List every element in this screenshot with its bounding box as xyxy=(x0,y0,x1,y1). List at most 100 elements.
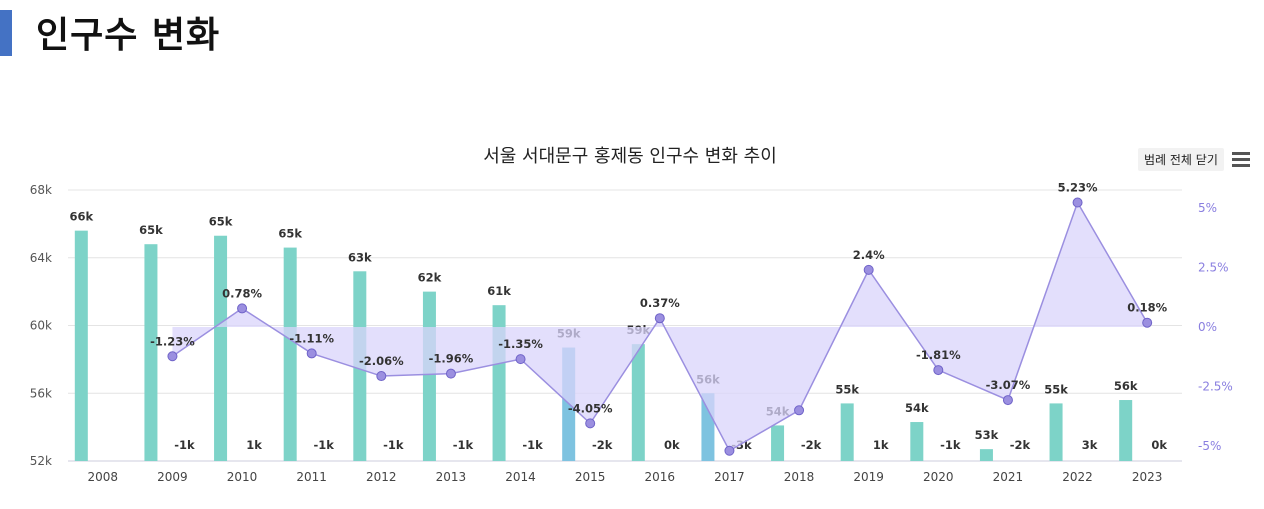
change-rate-label: -1.23% xyxy=(150,334,195,348)
population-bar xyxy=(771,425,785,461)
change-count-label: 0k xyxy=(664,438,680,452)
population-bar-label: 55k xyxy=(1044,382,1068,396)
change-count-label: 1k xyxy=(873,438,889,452)
x-tick-label: 2013 xyxy=(436,470,467,484)
change-rate-point xyxy=(585,418,596,429)
change-count-label: -1k xyxy=(522,438,543,452)
x-tick-label: 2018 xyxy=(784,470,815,484)
x-tick-label: 2014 xyxy=(505,470,536,484)
y-right-tick-label: -5% xyxy=(1198,439,1221,453)
x-tick-label: 2009 xyxy=(157,470,188,484)
x-tick-label: 2012 xyxy=(366,470,397,484)
page-title: 인구수 변화 xyxy=(36,15,221,56)
population-bar xyxy=(1119,400,1133,461)
change-rate-label: -1.81% xyxy=(916,348,961,362)
x-tick-label: 2019 xyxy=(853,470,884,484)
population-bar xyxy=(1049,403,1063,461)
population-bar-label: 66k xyxy=(69,210,93,224)
y-right-tick-label: 2.5% xyxy=(1198,261,1229,275)
y-left-tick-label: 68k xyxy=(30,183,52,197)
population-bar-label: 65k xyxy=(278,227,302,241)
population-bar-label: 61k xyxy=(487,284,511,298)
change-rate-label: -1.11% xyxy=(289,331,334,345)
x-tick-label: 2016 xyxy=(645,470,676,484)
change-rate-label: -2.06% xyxy=(359,354,404,368)
change-count-label: -1k xyxy=(453,438,474,452)
change-rate-label: -3.07% xyxy=(986,378,1031,392)
change-rate-area-fill xyxy=(172,202,1148,451)
change-count-label: 3k xyxy=(1082,438,1098,452)
population-bar-label: 62k xyxy=(418,271,442,285)
y-right-tick-label: 0% xyxy=(1198,320,1217,334)
change-count-label: -1k xyxy=(940,438,961,452)
population-bar xyxy=(144,244,158,461)
change-rate-point xyxy=(1002,395,1013,406)
change-count-label: -2k xyxy=(592,438,613,452)
change-rate-point xyxy=(654,313,665,324)
change-rate-point xyxy=(376,371,387,382)
population-bar xyxy=(840,403,854,461)
change-rate-label: 0.37% xyxy=(640,296,680,310)
change-rate-label: -4.05% xyxy=(568,401,613,415)
change-count-label: -1k xyxy=(313,438,334,452)
population-bar xyxy=(979,449,993,461)
change-rate-label: 5.23% xyxy=(1058,181,1098,195)
axis-ticks: 52k 56k 60k 64k 68k 5% 2.5% 0% -2.5% -5% 2008 2009 2… xyxy=(30,183,1233,484)
change-rate-label: 0.18% xyxy=(1127,301,1167,315)
change-rate-point xyxy=(515,354,526,365)
change-rate-point xyxy=(445,368,456,379)
change-count-label: 0k xyxy=(1151,438,1167,452)
population-bar-label: 65k xyxy=(139,223,163,237)
population-bar xyxy=(422,291,436,461)
change-count-label: -1k xyxy=(383,438,404,452)
population-bar-label: 65k xyxy=(209,215,233,229)
y-left-tick-label: 52k xyxy=(30,454,52,468)
change-rate-point xyxy=(794,405,805,416)
x-tick-label: 2017 xyxy=(714,470,745,484)
change-rate-label: -1.35% xyxy=(498,337,543,351)
change-count-label: -1k xyxy=(174,438,195,452)
population-bar-label: 55k xyxy=(835,382,859,396)
x-tick-label: 2015 xyxy=(575,470,606,484)
population-bar xyxy=(631,344,645,461)
change-count-label: -2k xyxy=(801,438,822,452)
x-tick-label: 2023 xyxy=(1132,470,1163,484)
change-rate-point xyxy=(724,445,735,456)
x-tick-label: 2021 xyxy=(993,470,1024,484)
change-rate-point xyxy=(1142,317,1153,328)
population-bar-label: 53k xyxy=(975,428,999,442)
change-rate-area: -1.23% 0.78% -1.11% -2.06% -1.96% -1.35% -4.05… xyxy=(150,181,1168,456)
change-count-label: -2k xyxy=(1010,438,1031,452)
change-rate-label: 2.4% xyxy=(853,248,885,262)
y-right-tick-label: -2.5% xyxy=(1198,380,1233,394)
x-tick-label: 2008 xyxy=(88,470,119,484)
x-tick-label: 2011 xyxy=(296,470,327,484)
change-rate-point xyxy=(306,348,317,359)
title-accent-bar xyxy=(0,10,12,56)
change-rate-label: -1.96% xyxy=(429,352,474,366)
hamburger-menu-icon[interactable] xyxy=(1232,152,1250,168)
population-bar-label: 63k xyxy=(348,250,372,264)
y-left-tick-label: 60k xyxy=(30,319,52,333)
change-rate-point xyxy=(863,264,874,275)
change-rate-point xyxy=(167,351,178,362)
y-left-tick-label: 64k xyxy=(30,251,52,265)
y-right-tick-label: 5% xyxy=(1198,201,1217,215)
change-rate-label: 0.78% xyxy=(222,286,262,300)
x-tick-label: 2022 xyxy=(1062,470,1093,484)
population-bar xyxy=(283,247,297,461)
x-tick-label: 2010 xyxy=(227,470,258,484)
chart-title: 서울 서대문구 홍제동 인구수 변화 추이 xyxy=(483,146,777,167)
population-bar-label: 54k xyxy=(905,401,929,415)
x-tick-label: 2020 xyxy=(923,470,954,484)
change-rate-point xyxy=(933,365,944,376)
legend-toggle-button[interactable]: 범례 전체 닫기 xyxy=(1138,148,1224,171)
population-bar xyxy=(910,422,924,461)
population-bar-label: 56k xyxy=(1114,379,1138,393)
population-chart: 서울 서대문구 홍제동 인구수 변화 추이 66k 65k 65k 65k 63k 62k… xyxy=(30,146,1233,484)
y-left-tick-label: 56k xyxy=(30,386,52,400)
population-bar xyxy=(74,230,88,461)
change-rate-point xyxy=(1072,197,1083,208)
change-rate-point xyxy=(237,303,248,314)
population-bar xyxy=(214,235,228,461)
